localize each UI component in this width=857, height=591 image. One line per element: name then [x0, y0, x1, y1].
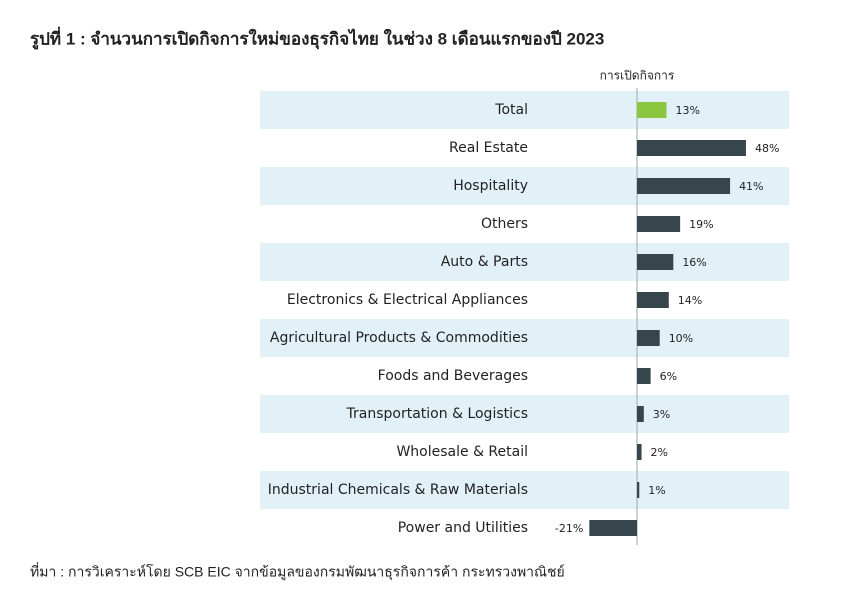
source-note: ที่มา : การวิเคราะห์โดย SCB EIC จากข้อมู…	[30, 563, 565, 581]
bar	[637, 140, 746, 156]
series-header: การเปิดกิจการ	[600, 69, 675, 83]
row-stripe	[260, 395, 789, 433]
category-label: Transportation & Logistics	[346, 406, 528, 422]
category-label: Industrial Chemicals & Raw Materials	[268, 482, 528, 498]
row-stripe	[260, 471, 789, 509]
category-label: Agricultural Products & Commodities	[270, 330, 528, 346]
bar	[637, 482, 640, 498]
value-label: 19%	[689, 218, 713, 231]
value-label: 41%	[739, 180, 763, 193]
row-stripe	[260, 91, 789, 129]
bar	[637, 178, 731, 194]
bar	[637, 216, 681, 232]
category-label: Auto & Parts	[441, 254, 528, 270]
value-label: 10%	[669, 332, 693, 345]
value-label: 14%	[678, 294, 702, 307]
row-stripe	[260, 243, 789, 281]
bar	[637, 330, 660, 346]
category-label: Hospitality	[453, 178, 528, 194]
value-label: -21%	[555, 522, 583, 535]
bar	[637, 368, 651, 384]
bar	[637, 292, 669, 308]
value-label: 2%	[651, 446, 668, 459]
category-label: Electronics & Electrical Appliances	[287, 292, 528, 308]
value-label: 3%	[653, 408, 670, 421]
category-label: Power and Utilities	[398, 520, 528, 536]
category-label: Foods and Beverages	[378, 368, 528, 384]
value-label: 16%	[682, 256, 706, 269]
bar	[637, 254, 674, 270]
bar	[589, 520, 637, 536]
value-label: 1%	[648, 484, 665, 497]
bar	[637, 444, 642, 460]
value-label: 48%	[755, 142, 779, 155]
bar	[637, 406, 644, 422]
row-stripe	[260, 319, 789, 357]
category-label: Wholesale & Retail	[396, 444, 528, 460]
category-label: Real Estate	[449, 140, 528, 156]
chart-title: รูปที่ 1 : จำนวนการเปิดกิจการใหม่ของธุรก…	[30, 26, 604, 50]
category-label: Total	[494, 102, 528, 118]
value-label: 6%	[660, 370, 677, 383]
category-label: Others	[481, 216, 528, 232]
value-label: 13%	[676, 104, 700, 117]
bar	[637, 102, 667, 118]
